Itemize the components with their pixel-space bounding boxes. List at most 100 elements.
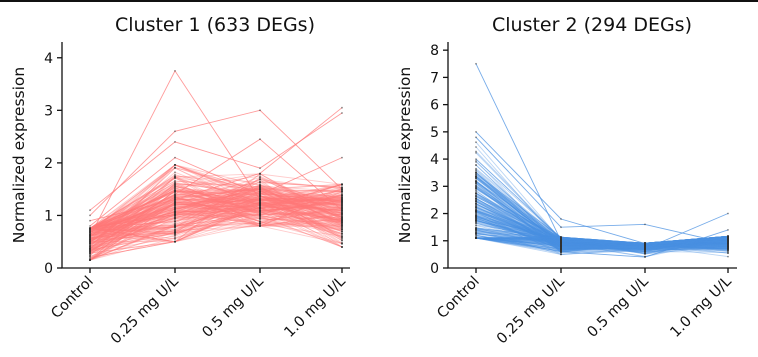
gene-profile-line — [89, 190, 343, 256]
gene-profile-line — [89, 203, 343, 236]
y-tick-label: 0 — [430, 261, 439, 277]
gene-profile-line — [89, 183, 343, 229]
gene-profile-line — [475, 192, 729, 246]
gene-profile-line — [89, 194, 343, 261]
gene-profile-line — [89, 157, 343, 227]
gene-profile-line — [89, 164, 343, 248]
gene-profile-line — [475, 216, 729, 246]
gene-profile-line — [89, 70, 343, 237]
gene-profile-line — [89, 195, 343, 231]
data-point — [475, 221, 477, 223]
data-point — [475, 62, 477, 65]
gene-profile-line — [475, 216, 729, 244]
gene-profile-line — [89, 205, 343, 250]
data-point — [89, 247, 91, 250]
gene-profile-line — [475, 232, 729, 250]
data-point — [475, 209, 477, 211]
data-point — [89, 251, 91, 254]
data-point — [475, 210, 477, 213]
chart-panel-2: Cluster 2 (294 DEGs) Normalized expressio… — [396, 14, 737, 347]
gene-profile-line — [475, 237, 729, 255]
gene-profile-line — [89, 194, 343, 229]
gene-profile-line — [89, 189, 343, 241]
gene-profile-line — [89, 201, 343, 231]
gene-profile-line — [89, 196, 343, 245]
gene-profile-line — [475, 237, 729, 251]
gene-profile-line — [89, 198, 343, 241]
gene-profile-line — [89, 178, 343, 236]
gene-profile-line — [475, 209, 729, 252]
data-point — [259, 188, 261, 190]
gene-profile-line — [89, 201, 343, 255]
gene-profile-line — [89, 185, 343, 261]
data-point — [560, 243, 562, 246]
gene-profile-line — [89, 180, 343, 229]
gene-profile-line — [475, 237, 729, 255]
data-point — [89, 259, 91, 261]
gene-profile-line — [89, 225, 343, 260]
data-point — [475, 184, 477, 187]
gene-profile-line — [89, 192, 343, 229]
data-point — [174, 220, 176, 222]
gene-profile-line — [475, 212, 729, 247]
gene-profile-line — [89, 176, 343, 252]
data-point — [341, 242, 343, 245]
gene-profile-line — [89, 200, 343, 254]
gene-profile-line — [475, 229, 729, 245]
gene-profile-line — [89, 199, 343, 241]
gene-profile-line — [475, 237, 729, 252]
data-point — [475, 224, 477, 227]
data-point — [341, 217, 343, 220]
gene-profile-line — [89, 191, 343, 231]
gene-profile-line — [89, 206, 343, 245]
gene-profile-line — [89, 173, 343, 229]
gene-profile-line — [89, 196, 343, 241]
gene-profile-line — [475, 203, 729, 249]
gene-profile-line — [89, 187, 343, 242]
data-point — [259, 178, 261, 181]
gene-profile-line — [89, 197, 343, 247]
gene-profile-line — [89, 196, 343, 250]
gene-profile-line — [89, 179, 343, 261]
gene-profile-line — [89, 178, 343, 241]
gene-profile-line — [475, 177, 729, 245]
data-point — [341, 106, 343, 109]
data-point — [475, 234, 477, 237]
y-tick-label: 3 — [430, 179, 439, 195]
gene-profile-line — [89, 213, 343, 243]
gene-profile-line — [475, 237, 729, 252]
gene-profile-line — [475, 203, 729, 250]
data-point — [475, 213, 477, 216]
gene-profile-line — [89, 213, 343, 237]
data-point — [475, 171, 477, 174]
gene-profile-line — [475, 219, 729, 250]
chart-title: Cluster 1 (633 DEGs) — [115, 14, 315, 36]
data-point — [259, 208, 261, 211]
data-point — [259, 220, 261, 223]
data-point — [174, 228, 176, 231]
gene-profile-line — [475, 237, 729, 254]
data-point — [475, 161, 477, 163]
gene-profile-line — [475, 217, 729, 250]
data-point — [89, 214, 91, 217]
gene-profile-line — [89, 173, 343, 249]
gene-profile-line — [89, 211, 343, 237]
y-tick-label: 6 — [430, 98, 439, 114]
data-point — [259, 214, 261, 217]
data-point — [727, 229, 729, 231]
gene-profile-line — [89, 164, 343, 241]
gene-profile-line — [89, 191, 343, 250]
data-point — [174, 171, 176, 174]
data-point — [89, 239, 91, 242]
data-point — [341, 246, 343, 248]
gene-profile-line — [89, 200, 343, 229]
gene-profile-line — [89, 193, 343, 229]
gene-profile-line — [89, 186, 343, 246]
x-tick-label: Control — [434, 274, 482, 322]
data-point — [475, 206, 477, 209]
gene-profile-line — [89, 187, 343, 244]
data-point — [174, 176, 176, 179]
data-point — [174, 201, 176, 204]
data-point — [174, 141, 176, 143]
data-point — [174, 226, 176, 228]
